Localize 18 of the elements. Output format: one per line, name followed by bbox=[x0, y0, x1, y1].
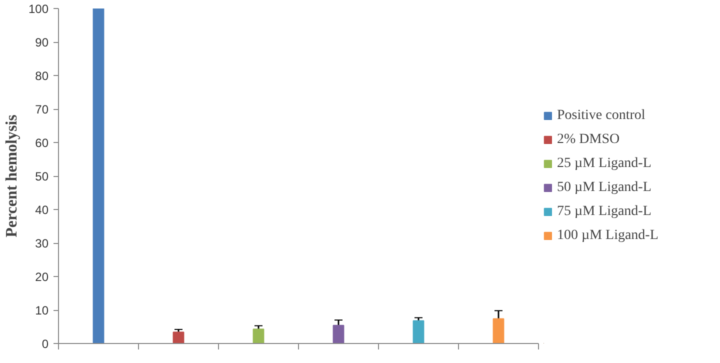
y-tick-label: 50 bbox=[35, 170, 49, 184]
y-tick-label: 20 bbox=[35, 270, 49, 284]
legend-label: 50 µM Ligand-L bbox=[557, 180, 652, 196]
legend-label: 100 µM Ligand-L bbox=[557, 228, 658, 244]
legend-label: Positive control bbox=[557, 108, 646, 124]
y-tick-label: 10 bbox=[35, 304, 49, 318]
y-tick-label: 30 bbox=[35, 236, 49, 250]
legend-label: 75 µM Ligand-L bbox=[557, 204, 652, 220]
y-tick-label: 70 bbox=[35, 102, 49, 116]
legend-label: 25 µM Ligand-L bbox=[557, 156, 652, 172]
y-tick-label: 90 bbox=[35, 36, 49, 50]
y-axis-title: Percent hemolysis bbox=[3, 114, 20, 238]
y-tick-label: 60 bbox=[35, 136, 49, 150]
legend-label: 2% DMSO bbox=[557, 132, 620, 148]
y-tick-label: 40 bbox=[35, 203, 49, 217]
y-tick-label: 80 bbox=[35, 69, 49, 83]
y-tick-label: 100 bbox=[28, 2, 49, 16]
y-tick-label: 0 bbox=[42, 337, 49, 351]
